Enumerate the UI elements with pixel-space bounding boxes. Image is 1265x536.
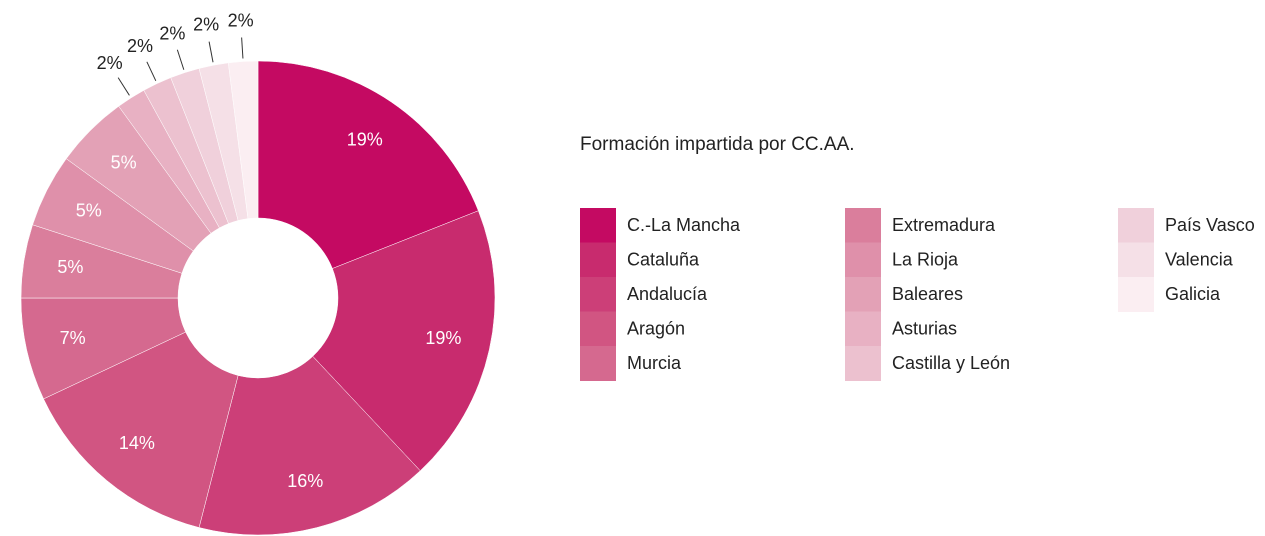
legend-swatch — [1118, 277, 1154, 312]
slice-label: 2% — [97, 53, 123, 73]
slice — [257, 60, 479, 269]
legend-label: País Vasco — [1165, 215, 1255, 235]
slice-label: 19% — [425, 328, 461, 348]
legend-swatch — [580, 242, 616, 278]
legend-swatch — [845, 277, 881, 312]
leader-line — [117, 77, 130, 96]
slice — [198, 355, 421, 536]
legend-label: Cataluña — [627, 249, 700, 269]
chart-title: Formación impartida por CC.AA. — [580, 134, 855, 155]
slice — [312, 210, 496, 472]
legend-label: Andalucía — [627, 284, 708, 304]
legend-label: Aragón — [627, 318, 685, 338]
slice-label: 5% — [111, 152, 137, 172]
legend-label: La Rioja — [892, 249, 959, 269]
slice-label: 14% — [119, 433, 155, 453]
legend-label: Valencia — [1165, 249, 1234, 269]
slice-label: 5% — [57, 257, 83, 277]
legend-swatch — [1118, 242, 1154, 278]
slice-label: 2% — [127, 36, 153, 56]
slice-label: 2% — [228, 10, 254, 30]
slice-label: 5% — [76, 200, 102, 220]
legend-swatch — [580, 311, 616, 347]
legend-label: Murcia — [627, 353, 682, 373]
slice-label: 7% — [60, 328, 86, 348]
legend-label: Castilla y León — [892, 353, 1010, 373]
legend-swatch — [845, 242, 881, 278]
slice-label: 2% — [159, 23, 185, 43]
legend-swatch — [845, 311, 881, 347]
legend-label: C.-La Mancha — [627, 215, 741, 235]
slice-label: 19% — [347, 130, 383, 150]
legend-swatch — [580, 346, 616, 381]
legend-swatch — [580, 208, 616, 243]
leader-line — [241, 37, 244, 59]
leader-line — [176, 49, 185, 70]
legend-label: Baleares — [892, 284, 963, 304]
slice — [43, 331, 239, 528]
legend-swatch — [580, 277, 616, 312]
legend-swatch — [1118, 208, 1154, 243]
legend-label: Asturias — [892, 318, 957, 338]
leader-line — [146, 61, 157, 82]
legend-swatch — [845, 208, 881, 243]
slice-label: 2% — [193, 15, 219, 35]
slice-label: 16% — [287, 471, 323, 491]
legend-label: Galicia — [1165, 284, 1221, 304]
slice — [228, 60, 259, 219]
legend-label: Extremadura — [892, 215, 996, 235]
leader-line — [208, 41, 214, 63]
legend-swatch — [845, 346, 881, 381]
